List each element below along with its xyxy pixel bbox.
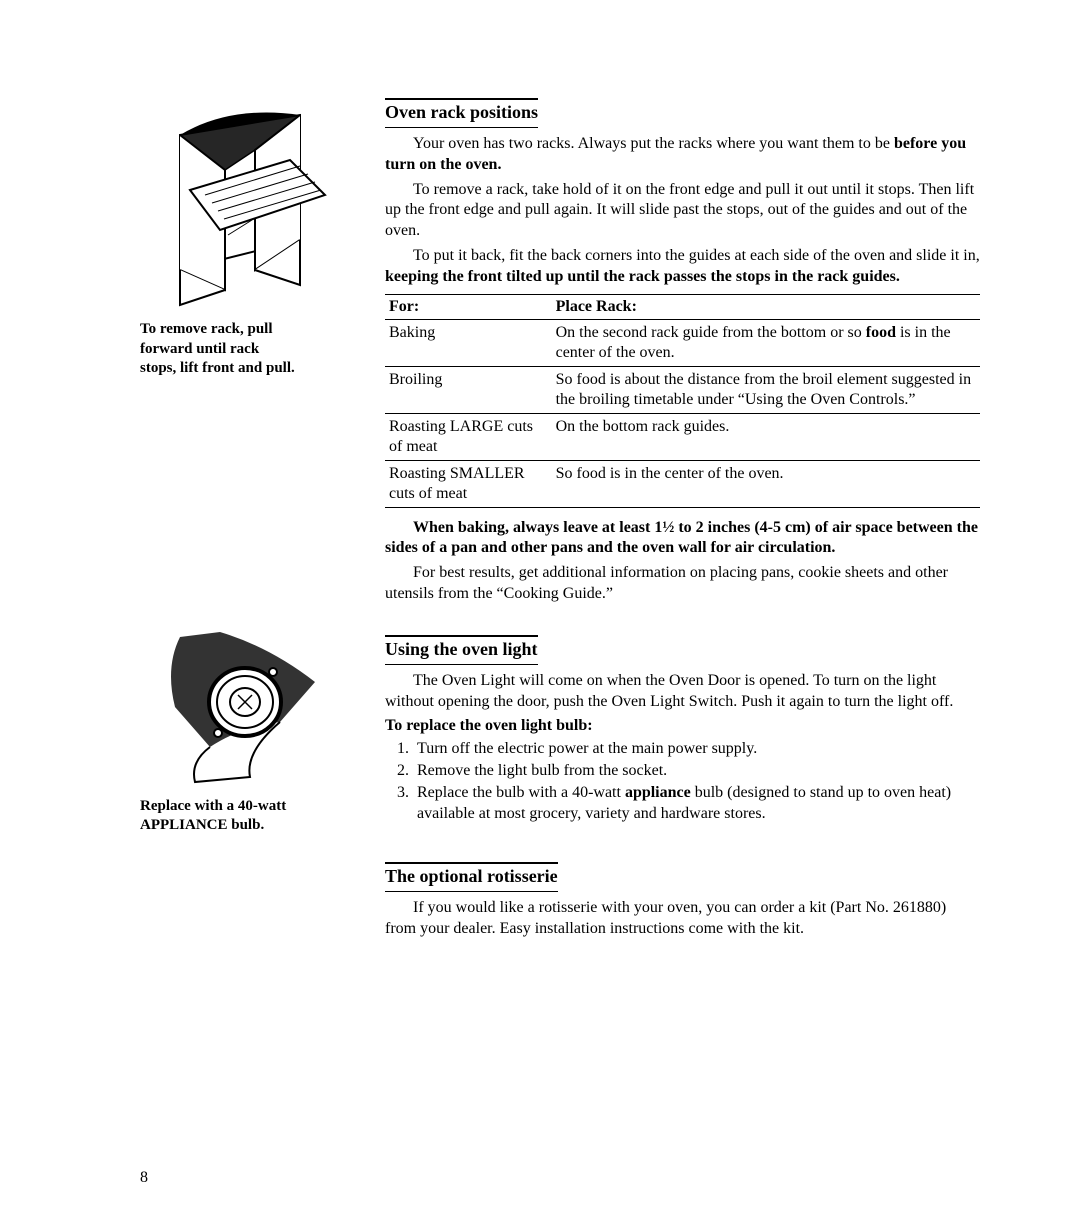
caption-line: Replace with a 40-watt (140, 798, 286, 814)
cell-for: Roasting LARGE cuts of meat (385, 413, 552, 460)
cell-for: Baking (385, 319, 552, 366)
section-title-rack: Oven rack positions (385, 98, 538, 128)
section-rotisserie: The optional rotisserie If you would lik… (385, 854, 980, 944)
para: To remove a rack, take hold of it on the… (385, 180, 980, 242)
para: To put it back, fit the back corners int… (385, 246, 980, 288)
para: Your oven has two racks. Always put the … (385, 134, 980, 176)
oven-rack-illustration (150, 100, 330, 310)
text-bold: keeping the front tilted up until the ra… (385, 268, 900, 285)
section-title-rotisserie: The optional rotisserie (385, 862, 558, 892)
list-item: Replace the bulb with a 40-watt applianc… (413, 783, 980, 825)
list-item: Turn off the electric power at the main … (413, 739, 980, 760)
cell-for: Broiling (385, 366, 552, 413)
cell-place: So food is in the center of the oven. (552, 460, 980, 507)
section-title-light: Using the oven light (385, 635, 538, 665)
caption-line: stops, lift front and pull. (140, 360, 295, 376)
cell-place: On the bottom rack guides. (552, 413, 980, 460)
para: The Oven Light will come on when the Ove… (385, 671, 980, 713)
cell-for: Roasting SMALLER cuts of meat (385, 460, 552, 507)
th-place: Place Rack: (552, 294, 980, 319)
rack-caption: To remove rack, pull forward until rack … (140, 320, 365, 379)
rack-table: For: Place Rack: Baking On the second ra… (385, 294, 980, 508)
table-row: Roasting SMALLER cuts of meat So food is… (385, 460, 980, 507)
text: On the second rack guide from the bottom… (556, 324, 866, 341)
caption-line: forward until rack (140, 341, 259, 357)
oven-light-illustration (160, 627, 320, 787)
subheading: To replace the oven light bulb: (385, 716, 980, 737)
steps-list: Turn off the electric power at the main … (413, 739, 980, 824)
table-row: Roasting LARGE cuts of meat On the botto… (385, 413, 980, 460)
caption-line: APPLIANCE bulb. (140, 817, 264, 833)
table-row: Broiling So food is about the distance f… (385, 366, 980, 413)
th-for: For: (385, 294, 552, 319)
cell-place: So food is about the distance from the b… (552, 366, 980, 413)
text: Your oven has two racks. Always put the … (413, 135, 894, 152)
page-number: 8 (140, 1169, 148, 1187)
text-bold: food (866, 324, 896, 341)
para-bold: When baking, always leave at least 1½ to… (385, 518, 980, 560)
table-row: Baking On the second rack guide from the… (385, 319, 980, 366)
text: Replace the bulb with a 40-watt (417, 784, 625, 801)
bulb-caption: Replace with a 40-watt APPLIANCE bulb. (140, 797, 365, 836)
caption-line: To remove rack, pull (140, 321, 273, 337)
section-oven-rack: Oven rack positions Your oven has two ra… (385, 90, 980, 609)
section-oven-light: Using the oven light The Oven Light will… (385, 627, 980, 829)
list-item: Remove the light bulb from the socket. (413, 761, 980, 782)
cell-place: On the second rack guide from the bottom… (552, 319, 980, 366)
text-bold: appliance (625, 784, 691, 801)
sidebar-rack: To remove rack, pull forward until rack … (140, 90, 365, 379)
para: If you would like a rotisserie with your… (385, 898, 980, 940)
text: To put it back, fit the back corners int… (413, 247, 980, 264)
para: For best results, get additional informa… (385, 563, 980, 605)
sidebar-bulb: Replace with a 40-watt APPLIANCE bulb. (140, 627, 365, 836)
